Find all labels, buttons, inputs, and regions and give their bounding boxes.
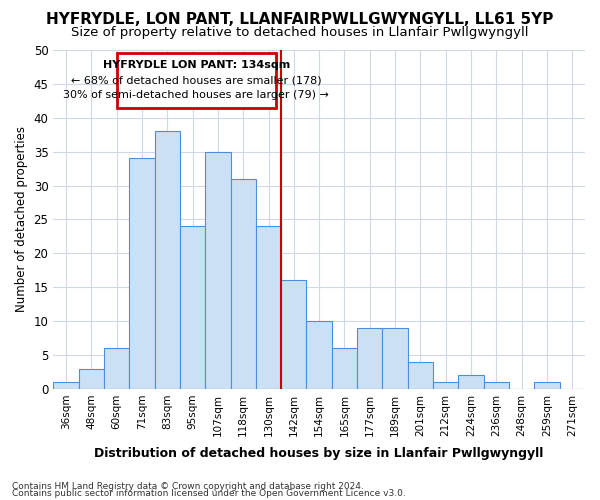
Bar bbox=[129, 158, 155, 389]
Bar bbox=[230, 179, 256, 389]
Bar bbox=[53, 382, 79, 389]
Text: ← 68% of detached houses are smaller (178): ← 68% of detached houses are smaller (17… bbox=[71, 75, 322, 85]
Text: HYFRYDLE LON PANT: 134sqm: HYFRYDLE LON PANT: 134sqm bbox=[103, 60, 290, 70]
Bar bbox=[104, 348, 129, 389]
Bar bbox=[281, 280, 307, 389]
Bar bbox=[458, 376, 484, 389]
Bar bbox=[382, 328, 408, 389]
X-axis label: Distribution of detached houses by size in Llanfair Pwllgwyngyll: Distribution of detached houses by size … bbox=[94, 447, 544, 460]
Bar bbox=[484, 382, 509, 389]
Bar bbox=[535, 382, 560, 389]
Text: Contains HM Land Registry data © Crown copyright and database right 2024.: Contains HM Land Registry data © Crown c… bbox=[12, 482, 364, 491]
Bar bbox=[408, 362, 433, 389]
Bar bbox=[357, 328, 382, 389]
Y-axis label: Number of detached properties: Number of detached properties bbox=[15, 126, 28, 312]
Text: 30% of semi-detached houses are larger (79) →: 30% of semi-detached houses are larger (… bbox=[64, 90, 329, 100]
Bar bbox=[433, 382, 458, 389]
Bar bbox=[307, 321, 332, 389]
Bar bbox=[256, 226, 281, 389]
Bar bbox=[79, 368, 104, 389]
Bar bbox=[180, 226, 205, 389]
Text: Size of property relative to detached houses in Llanfair Pwllgwyngyll: Size of property relative to detached ho… bbox=[71, 26, 529, 39]
Text: HYFRYDLE, LON PANT, LLANFAIRPWLLGWYNGYLL, LL61 5YP: HYFRYDLE, LON PANT, LLANFAIRPWLLGWYNGYLL… bbox=[46, 12, 554, 28]
FancyBboxPatch shape bbox=[116, 54, 276, 108]
Bar bbox=[155, 132, 180, 389]
Text: Contains public sector information licensed under the Open Government Licence v3: Contains public sector information licen… bbox=[12, 489, 406, 498]
Bar bbox=[205, 152, 230, 389]
Bar bbox=[332, 348, 357, 389]
